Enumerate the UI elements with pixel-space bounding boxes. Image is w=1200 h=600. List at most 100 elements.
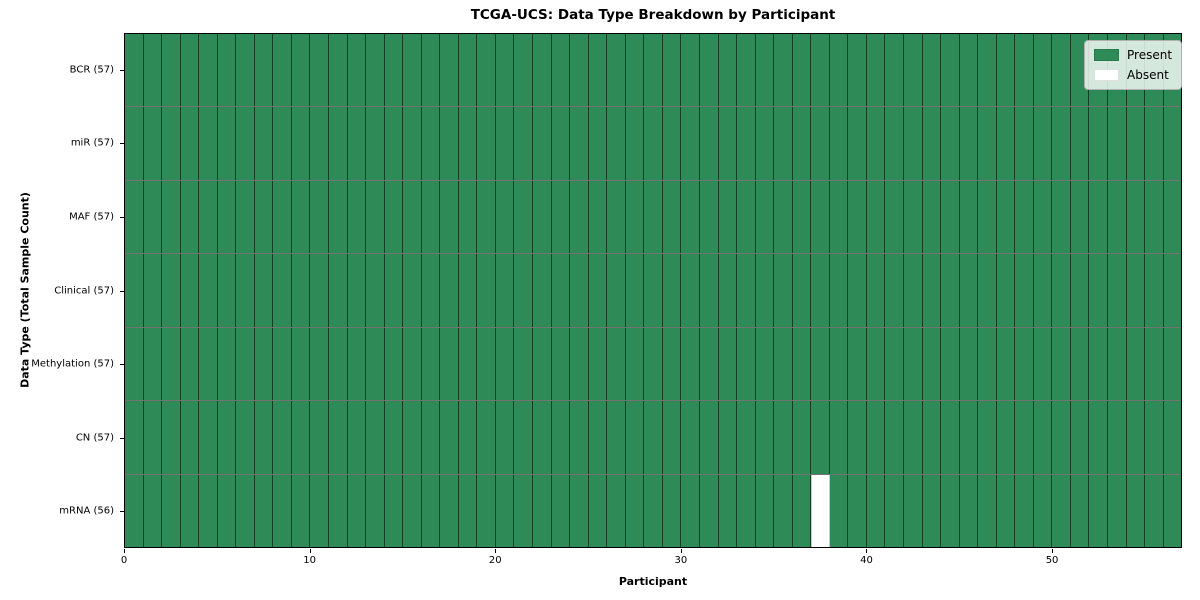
heatmap-cell-present (607, 180, 626, 254)
heatmap-cell-present (254, 107, 274, 180)
heatmap-cell-present (866, 474, 886, 547)
heatmap-cell-present (1070, 327, 1090, 401)
x-tick-label: 20 (488, 555, 502, 566)
heatmap-cell-present (755, 327, 775, 401)
heatmap-cell-present (310, 327, 330, 401)
heatmap-row (125, 401, 1182, 475)
heatmap-cell-present (310, 107, 330, 180)
heatmap-cell-present (236, 180, 255, 254)
heatmap-cell-present (922, 474, 942, 547)
heatmap-cell-present (792, 474, 812, 547)
heatmap-cell-present (143, 107, 163, 180)
heatmap-cell-present (329, 474, 348, 547)
heatmap-cell-present (143, 474, 163, 547)
heatmap-cell-present (347, 34, 367, 107)
heatmap-cell-present (625, 474, 645, 547)
heatmap-row (125, 327, 1182, 402)
heatmap-cell-present (829, 34, 849, 107)
heatmap-cell-present (347, 254, 367, 327)
heatmap-cell-present (273, 180, 292, 254)
heatmap-cell-present (792, 180, 812, 254)
heatmap-cell-present (1163, 254, 1182, 327)
legend-entry: Present (1094, 48, 1172, 62)
heatmap-cell-present (978, 401, 997, 474)
heatmap-cell-present (217, 107, 237, 180)
heatmap-cell-present (217, 401, 237, 474)
heatmap-cell-present (366, 254, 385, 327)
heatmap-cell-present (792, 107, 812, 180)
heatmap-cell-present (625, 34, 645, 107)
heatmap-cell-present (125, 180, 144, 254)
heatmap-cell-present (143, 254, 163, 327)
heatmap-cell-present (1052, 180, 1071, 254)
heatmap-cell-present (774, 34, 793, 107)
heatmap-cell-present (662, 254, 682, 327)
heatmap-cell-present (440, 401, 459, 474)
heatmap-cell-present (477, 254, 496, 327)
heatmap-cell-present (458, 254, 478, 327)
heatmap-cell-present (1015, 34, 1034, 107)
heatmap-cell-present (329, 107, 348, 180)
heatmap-cell-present (366, 34, 385, 107)
heatmap-cell-present (1145, 474, 1164, 547)
heatmap-cell-present (1107, 327, 1127, 401)
x-tick-mark (124, 549, 125, 553)
heatmap-cell-present (217, 327, 237, 401)
heatmap-cell-present (607, 254, 626, 327)
heatmap-cell-present (941, 254, 960, 327)
heatmap-cell-present (403, 474, 422, 547)
heatmap-cell-present (570, 327, 589, 401)
heatmap-cell-present (254, 254, 274, 327)
heatmap-cell-present (533, 474, 552, 547)
heatmap-cell-present (495, 474, 515, 547)
x-axis-ticks: 0 10 20 30 40 50 (121, 548, 1182, 574)
heatmap-cell-absent (811, 474, 830, 547)
heatmap-cell-present (347, 180, 367, 254)
heatmap-cell-present (774, 180, 793, 254)
y-tick-label: CN (57) (75, 432, 114, 444)
heatmap-cell-present (1052, 254, 1071, 327)
heatmap-cell-present (1033, 401, 1053, 474)
heatmap-cell-present (199, 107, 218, 180)
heatmap-cell-present (1126, 180, 1146, 254)
heatmap-cell-present (440, 254, 459, 327)
heatmap-cell-present (1145, 401, 1164, 474)
heatmap-cell-present (495, 327, 515, 401)
heatmap-cell-present (236, 254, 255, 327)
heatmap-cell-present (1033, 34, 1053, 107)
heatmap-cell-present (514, 254, 534, 327)
heatmap-cell-present (1015, 474, 1034, 547)
heatmap-cell-present (180, 474, 200, 547)
heatmap-cell-present (291, 254, 311, 327)
legend-swatch-present (1094, 49, 1119, 61)
heatmap-cell-present (774, 107, 793, 180)
heatmap-cell-present (774, 327, 793, 401)
heatmap-cell-present (922, 107, 942, 180)
heatmap-cell-present (811, 327, 830, 401)
heatmap-cell-present (570, 34, 589, 107)
heatmap-cell-present (718, 254, 738, 327)
heatmap-cell-present (291, 474, 311, 547)
heatmap-cell-present (848, 401, 867, 474)
heatmap-cell-present (273, 327, 292, 401)
heatmap-cell-present (978, 474, 997, 547)
heatmap-cell-present (941, 180, 960, 254)
heatmap-cell-present (662, 34, 682, 107)
y-tick-mark (120, 364, 124, 366)
heatmap-cell-present (1107, 180, 1127, 254)
heatmap-cell-present (1070, 401, 1090, 474)
heatmap-cell-present (236, 474, 255, 547)
heatmap-cell-present (737, 327, 756, 401)
y-tick-label: mRNA (56) (59, 505, 114, 517)
heatmap-cell-present (162, 474, 181, 547)
heatmap-cell-present (329, 34, 348, 107)
heatmap-cell-present (903, 254, 923, 327)
x-tick-mark (680, 549, 682, 553)
legend-swatch-absent (1094, 69, 1119, 81)
heatmap-cell-present (551, 34, 571, 107)
heatmap-cell-present (1015, 327, 1034, 401)
heatmap-cell-present (1126, 401, 1146, 474)
heatmap-cell-present (885, 327, 904, 401)
heatmap-cell-present (1015, 254, 1034, 327)
heatmap-cell-present (755, 107, 775, 180)
